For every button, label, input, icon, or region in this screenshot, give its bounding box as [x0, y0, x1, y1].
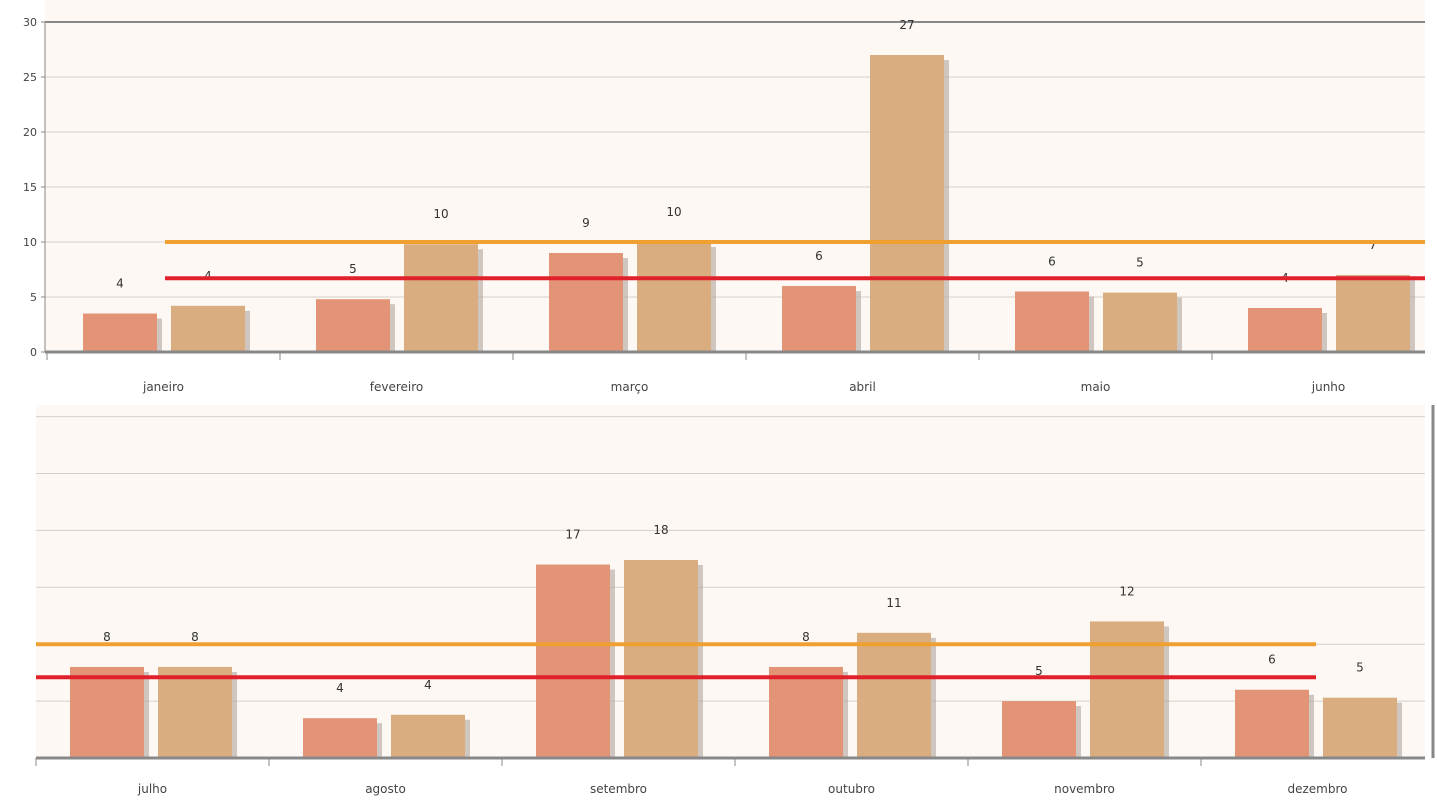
y-tick-label: 5 — [30, 291, 37, 304]
y-tick-label: 15 — [23, 181, 37, 194]
bar-setembro-series-1 — [536, 564, 610, 758]
category-label-junho: junho — [1311, 380, 1346, 394]
bar-janeiro-series-1 — [83, 313, 157, 352]
data-label: 8 — [802, 630, 810, 644]
data-label: 4 — [204, 269, 212, 283]
data-label: 18 — [653, 523, 668, 537]
bar-maio-series-1 — [1015, 291, 1089, 352]
bar-novembro-series-2 — [1090, 621, 1164, 758]
bar-março-series-2 — [637, 242, 711, 352]
plot-background — [45, 0, 1425, 352]
reference-lines — [165, 240, 1425, 281]
category-label-novembro: novembro — [1054, 782, 1115, 796]
data-label: 5 — [1035, 664, 1043, 678]
data-label: 7 — [1369, 238, 1377, 252]
bar-fevereiro-series-2 — [404, 244, 478, 352]
data-label: 5 — [349, 262, 357, 276]
y-tick-label: 25 — [23, 71, 37, 84]
category-label-agosto: agosto — [365, 782, 406, 796]
data-label: 8 — [103, 630, 111, 644]
data-label: 5 — [1356, 661, 1364, 675]
data-label: 4 — [424, 678, 432, 692]
bar-setembro-series-2 — [624, 559, 698, 758]
data-label: 6 — [1268, 653, 1276, 667]
bar-abril-series-2 — [870, 55, 944, 352]
data-label: 10 — [433, 207, 448, 221]
plot-background — [36, 405, 1425, 758]
bar-janeiro-series-2 — [171, 305, 245, 352]
y-tick-label: 20 — [23, 126, 37, 139]
bar-abril-series-1 — [782, 286, 856, 352]
bar-junho-series-1 — [1248, 308, 1322, 352]
category-label-fevereiro: fevereiro — [370, 380, 424, 394]
bar-novembro-series-1 — [1002, 701, 1076, 758]
bar-dezembro-series-1 — [1235, 689, 1309, 758]
bar-julho-series-2 — [158, 666, 232, 758]
data-label: 10 — [666, 205, 681, 219]
bar-julho-series-1 — [70, 666, 144, 758]
chart-top-panel: 051015202530445109106276547janeirofevere… — [23, 0, 1425, 394]
bar-junho-series-2 — [1336, 275, 1410, 352]
reference-lines — [36, 642, 1316, 680]
category-label-outubro: outubro — [828, 782, 875, 796]
data-label: 6 — [1048, 255, 1056, 269]
bar-maio-series-2 — [1103, 292, 1177, 352]
category-label-abril: abril — [849, 380, 876, 394]
y-axis: 0 5 10 15 20 25 30 — [23, 16, 46, 359]
bar-outubro-series-2 — [857, 632, 931, 758]
y-tick-label: 10 — [23, 236, 37, 249]
category-label-dezembro: dezembro — [1288, 782, 1348, 796]
data-label: 4 — [116, 277, 124, 291]
gridlines — [36, 416, 1425, 702]
bar-dezembro-series-2 — [1323, 697, 1397, 758]
data-label: 5 — [1136, 256, 1144, 270]
category-label-março: março — [611, 380, 649, 394]
bars — [70, 559, 1402, 758]
bar-março-series-1 — [549, 253, 623, 352]
category-label-julho: julho — [137, 782, 167, 796]
category-label-maio: maio — [1081, 380, 1111, 394]
chart-top: 051015202530445109106276547janeirofevere… — [23, 0, 1425, 394]
bars — [83, 55, 1415, 352]
chart-bottom: 8 8 4 4 17 18 8 11 5 12 6 5 julho agosto setembro outub… — [35, 405, 1435, 796]
bar-agosto-series-1 — [303, 718, 377, 758]
category-label-setembro: setembro — [590, 782, 647, 796]
bar-fevereiro-series-1 — [316, 299, 390, 352]
bar-outubro-series-1 — [769, 666, 843, 758]
y-tick-label: 30 — [23, 16, 37, 29]
data-label: 9 — [582, 216, 590, 230]
data-label: 27 — [899, 18, 914, 32]
bar-agosto-series-2 — [391, 714, 465, 758]
data-label: 17 — [565, 528, 580, 542]
data-label: 11 — [886, 596, 901, 610]
data-label: 6 — [815, 249, 823, 263]
chart-bottom-panel: 8 8 4 4 17 18 8 11 5 12 6 5 julho agosto setembro outub… — [0, 405, 1437, 801]
y-tick-label: 0 — [30, 346, 37, 359]
data-label: 12 — [1119, 584, 1134, 598]
category-label-janeiro: janeiro — [142, 380, 184, 394]
data-labels: 8 8 4 4 17 18 8 11 5 12 6 5 — [103, 523, 1364, 695]
data-label: 4 — [336, 681, 344, 695]
data-label: 8 — [191, 630, 199, 644]
